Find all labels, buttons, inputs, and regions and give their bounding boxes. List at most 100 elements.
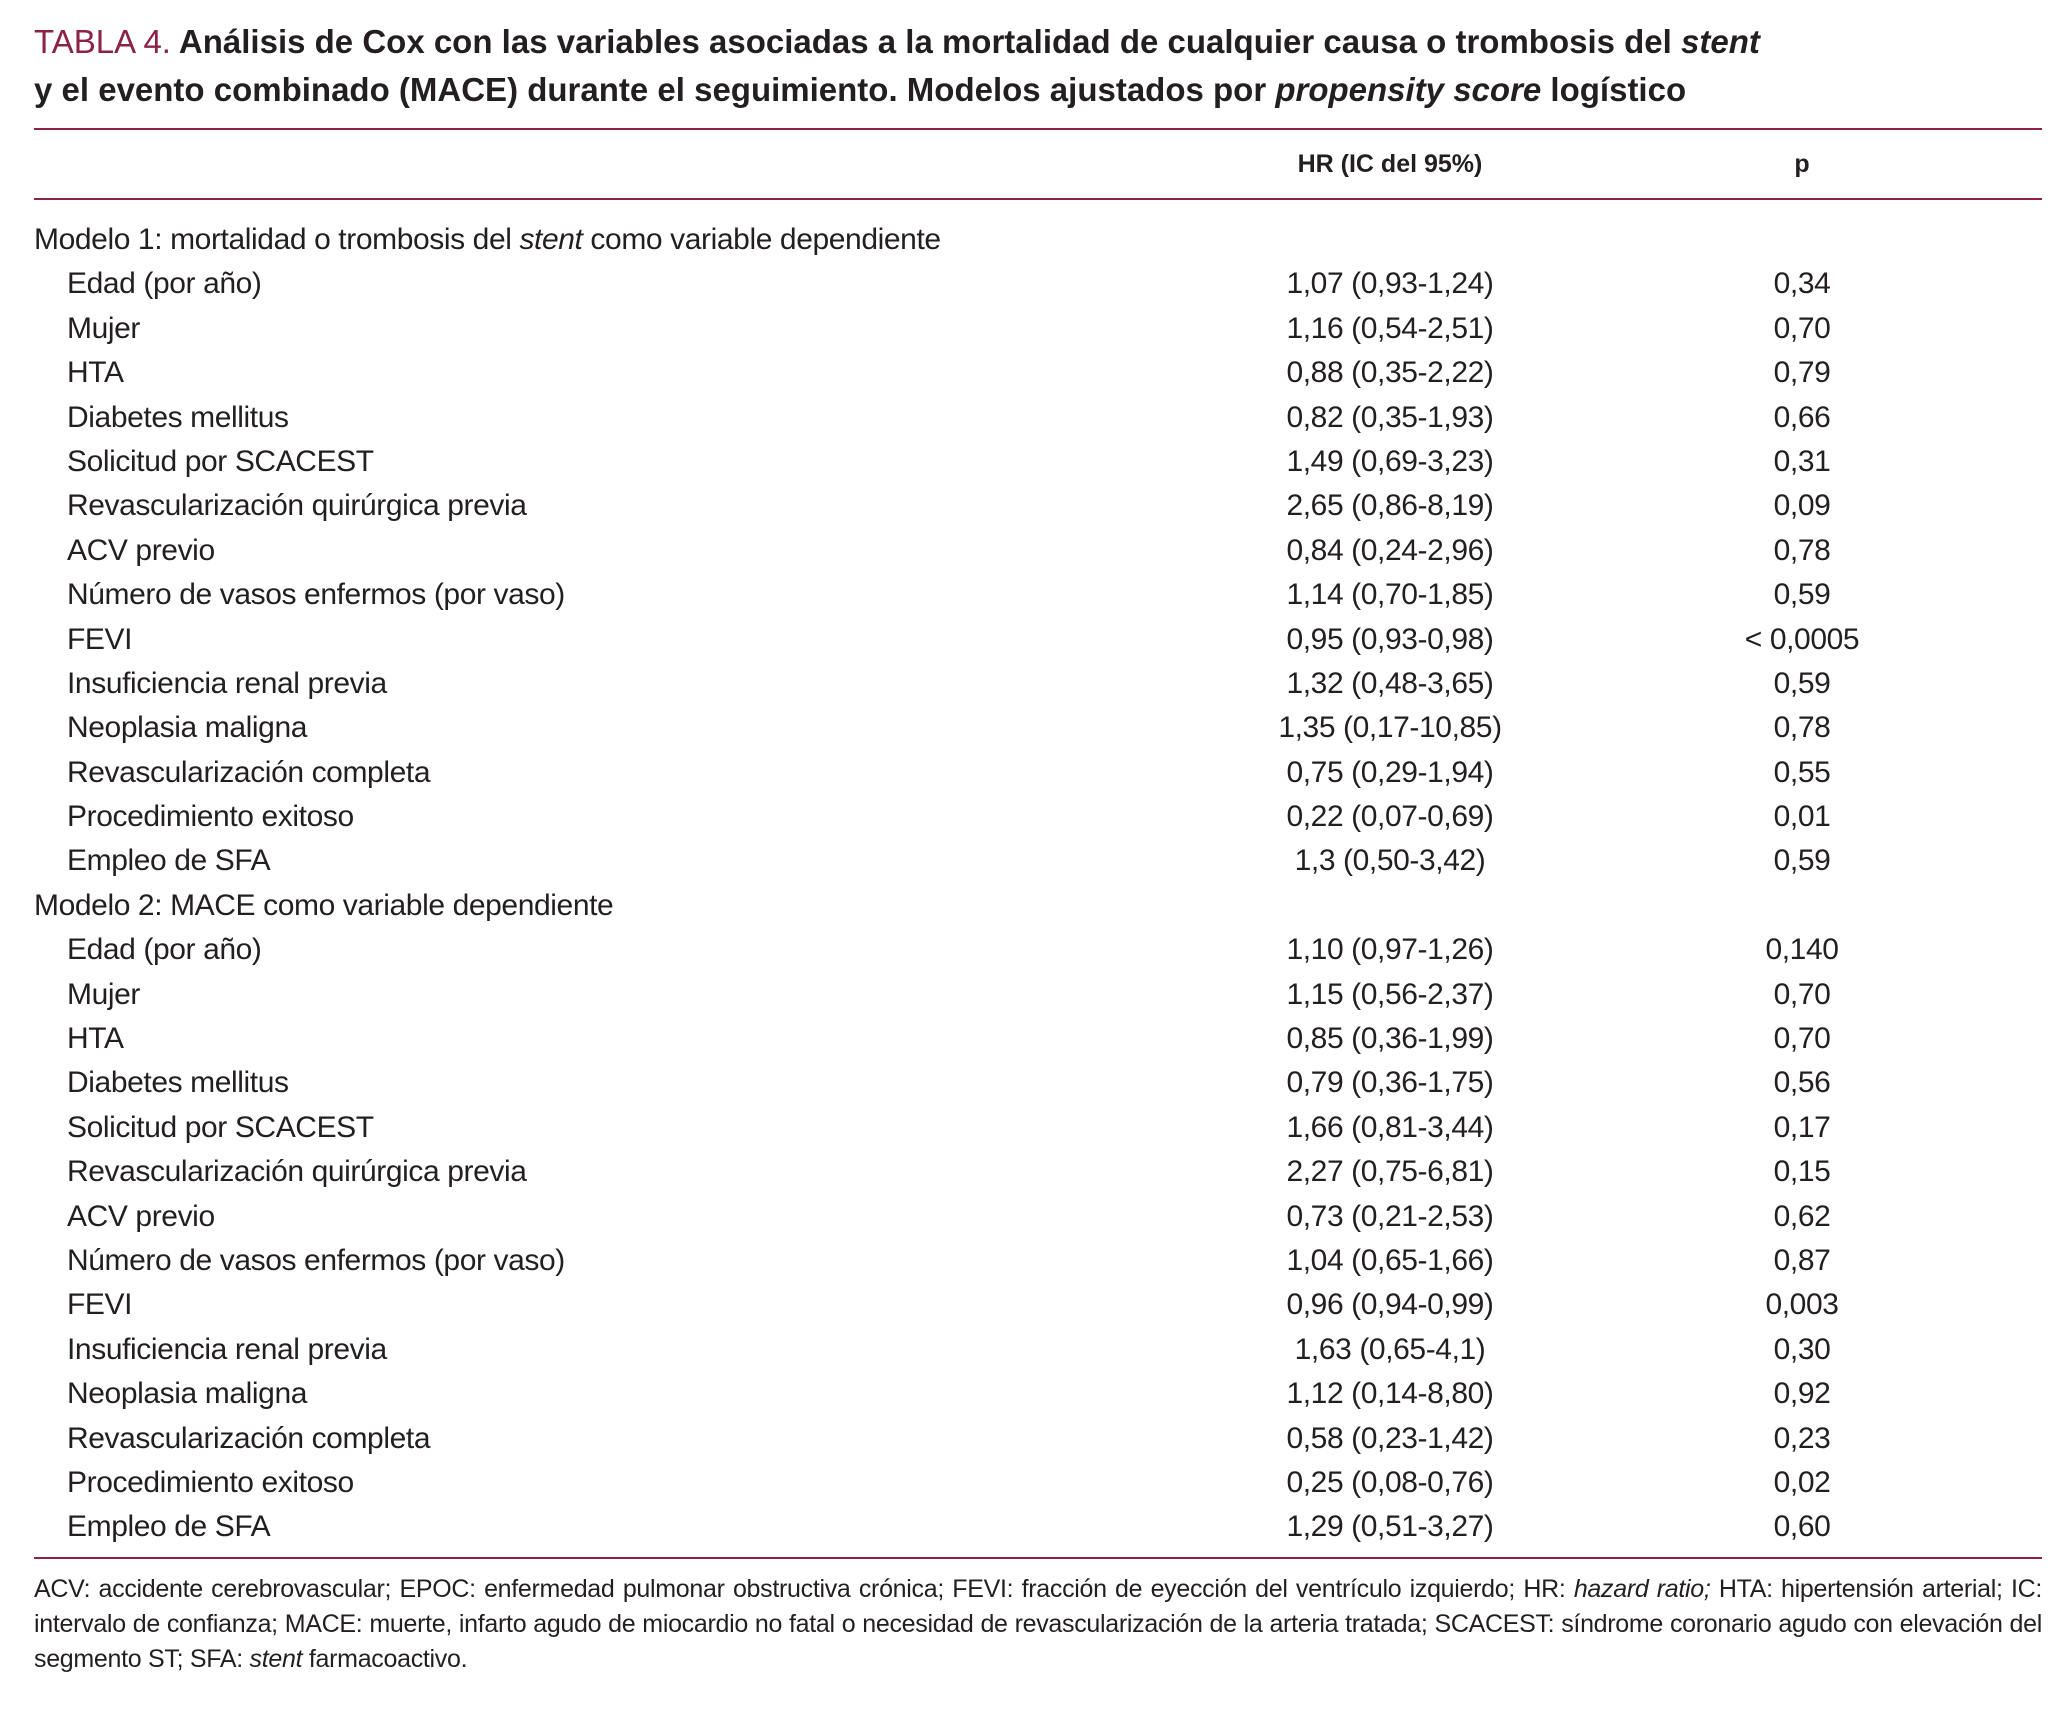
hr-value: 1,32 (0,48-3,65): [1286, 666, 1494, 700]
row-label: Diabetes mellitus: [67, 1066, 289, 1100]
row-label: Mujer: [67, 977, 141, 1011]
hr-value: 0,95 (0,93-0,98): [1286, 622, 1494, 656]
table-row: Insuficiencia renal previa 1,32 (0,48-3,6…: [34, 662, 2042, 706]
p-value: 0,02: [1773, 1465, 1831, 1499]
hr-value: 2,27 (0,75-6,81): [1286, 1155, 1494, 1189]
row-label: Insuficiencia renal previa: [67, 666, 387, 700]
hr-value: 1,49 (0,69-3,23): [1286, 444, 1494, 478]
p-value: 0,87: [1773, 1243, 1831, 1277]
table-row: Edad (por año) 1,07 (0,93-1,24) 0,34: [34, 262, 2042, 306]
table-row: Procedimiento exitoso 0,25 (0,08-0,76) 0,0…: [34, 1461, 2042, 1505]
row-label: Neoplasia maligna: [67, 1377, 308, 1411]
table-row: Procedimiento exitoso 0,22 (0,07-0,69) 0,0…: [34, 795, 2042, 839]
p-value: 0,17: [1773, 1110, 1831, 1144]
row-label: Neoplasia maligna: [67, 711, 308, 745]
p-value: 0,59: [1773, 844, 1831, 878]
hr-value: 1,10 (0,97-1,26): [1286, 933, 1494, 967]
p-value: 0,78: [1773, 533, 1831, 567]
hr-value: 1,29 (0,51-3,27): [1286, 1510, 1494, 1544]
p-value: 0,140: [1765, 933, 1839, 967]
row-label: Revascularización completa: [67, 755, 431, 789]
hr-value: 0,75 (0,29-1,94): [1286, 755, 1494, 789]
table-row: Número de vasos enfermos (por vaso) 1,14 …: [34, 573, 2042, 617]
p-value: 0,60: [1773, 1510, 1831, 1544]
table-row: Insuficiencia renal previa 1,63 (0,65-4,1…: [34, 1328, 2042, 1372]
p-value: 0,78: [1773, 711, 1831, 745]
hr-value: 0,22 (0,07-0,69): [1286, 800, 1494, 834]
p-value: 0,70: [1773, 311, 1831, 345]
row-label: ACV previo: [67, 533, 215, 567]
p-value: < 0,0005: [1744, 622, 1860, 656]
p-value: 0,79: [1773, 356, 1831, 390]
row-label: Insuficiencia renal previa: [67, 1332, 387, 1366]
title-italic: propensity score: [1275, 71, 1542, 108]
rule: [34, 128, 2042, 130]
table-row: Solicitud por SCACEST 1,49 (0,69-3,23) 0,3…: [34, 440, 2042, 484]
hr-value: 1,04 (0,65-1,66): [1286, 1243, 1494, 1277]
table-row: Solicitud por SCACEST 1,66 (0,81-3,44) 0,1…: [34, 1106, 2042, 1150]
table-row: ACV previo 0,84 (0,24-2,96) 0,78: [34, 529, 2042, 573]
hr-value: 1,12 (0,14-8,80): [1286, 1377, 1494, 1411]
p-value: 0,09: [1773, 489, 1831, 523]
hr-value: 1,07 (0,93-1,24): [1286, 267, 1494, 301]
row-label: FEVI: [67, 1288, 133, 1322]
hr-value: 0,88 (0,35-2,22): [1286, 356, 1494, 390]
row-label: Procedimiento exitoso: [67, 1465, 354, 1499]
section-label: Modelo 2: MACE como variable dependiente: [34, 884, 614, 928]
table-row: Número de vasos enfermos (por vaso) 1,04 …: [34, 1239, 2042, 1283]
column-header: p: [1794, 150, 1810, 178]
table-row: Empleo de SFA 1,29 (0,51-3,27) 0,60: [34, 1505, 2042, 1549]
table-row: FEVI 0,95 (0,93-0,98) < 0,0005: [34, 618, 2042, 662]
rule: [34, 1557, 2042, 1559]
title-italic: stent: [1681, 23, 1760, 60]
section-label-part: Modelo 1: mortalidad o trombosis del: [34, 223, 520, 256]
hr-value: 0,84 (0,24-2,96): [1286, 533, 1494, 567]
section-row: Modelo 1: mortalidad o trombosis del ste…: [34, 218, 2042, 262]
row-label: HTA: [67, 1022, 124, 1056]
hr-value: 0,25 (0,08-0,76): [1286, 1465, 1494, 1499]
row-label: Empleo de SFA: [67, 844, 271, 878]
p-value: 0,31: [1773, 444, 1831, 478]
footnote-text: farmacoactivo.: [302, 1645, 468, 1673]
row-label: Procedimiento exitoso: [67, 800, 354, 834]
p-value: 0,23: [1773, 1421, 1831, 1455]
row-label: Edad (por año): [67, 267, 262, 301]
hr-value: 0,73 (0,21-2,53): [1286, 1199, 1494, 1233]
table-row: Neoplasia maligna 1,12 (0,14-8,80) 0,92: [34, 1372, 2042, 1416]
hr-value: 1,3 (0,50-3,42): [1294, 844, 1486, 878]
p-value: 0,70: [1773, 1022, 1831, 1056]
title-text: Análisis de Cox con las variables asocia…: [178, 23, 1681, 60]
section-row: Modelo 2: MACE como variable dependiente: [34, 884, 2042, 928]
row-label: Revascularización quirúrgica previa: [67, 489, 527, 523]
table-row: Mujer 1,16 (0,54-2,51) 0,70: [34, 307, 2042, 351]
table-row: FEVI 0,96 (0,94-0,99) 0,003: [34, 1283, 2042, 1327]
table-row: HTA 0,85 (0,36-1,99) 0,70: [34, 1017, 2042, 1061]
hr-value: 1,16 (0,54-2,51): [1286, 311, 1494, 345]
row-label: Solicitud por SCACEST: [67, 444, 374, 478]
hr-value: 0,85 (0,36-1,99): [1286, 1022, 1494, 1056]
table-row: HTA 0,88 (0,35-2,22) 0,79: [34, 351, 2042, 395]
footnote-italic: stent: [249, 1645, 303, 1673]
table-row: Revascularización completa 0,58 (0,23-1,4…: [34, 1417, 2042, 1461]
table-row: Diabetes mellitus 0,79 (0,36-1,75) 0,56: [34, 1061, 2042, 1105]
p-value: 0,55: [1773, 755, 1831, 789]
table-row: Edad (por año) 1,10 (0,97-1,26) 0,140: [34, 928, 2042, 972]
p-value: 0,70: [1773, 977, 1831, 1011]
p-value: 0,62: [1773, 1199, 1831, 1233]
table-row: Diabetes mellitus 0,82 (0,35-1,93) 0,66: [34, 396, 2042, 440]
hr-value: 1,15 (0,56-2,37): [1286, 977, 1494, 1011]
footnote-italic: hazard ratio;: [1573, 1575, 1711, 1603]
hr-value: 2,65 (0,86-8,19): [1286, 489, 1494, 523]
hr-value: 0,82 (0,35-1,93): [1286, 400, 1494, 434]
row-label: HTA: [67, 356, 124, 390]
title-text: logístico: [1541, 71, 1687, 108]
title-text: y el evento combinado (MACE) durante el …: [34, 71, 1276, 108]
table-row: Revascularización completa 0,75 (0,29-1,9…: [34, 751, 2042, 795]
row-label: Diabetes mellitus: [67, 400, 289, 434]
table-title: TABLA 4. Análisis de Cox con las variabl…: [34, 18, 2044, 114]
p-value: 0,59: [1773, 578, 1831, 612]
row-label: Revascularización completa: [67, 1421, 431, 1455]
row-label: Número de vasos enfermos (por vaso): [67, 578, 565, 612]
p-value: 0,15: [1773, 1155, 1831, 1189]
rule: [34, 198, 2042, 200]
